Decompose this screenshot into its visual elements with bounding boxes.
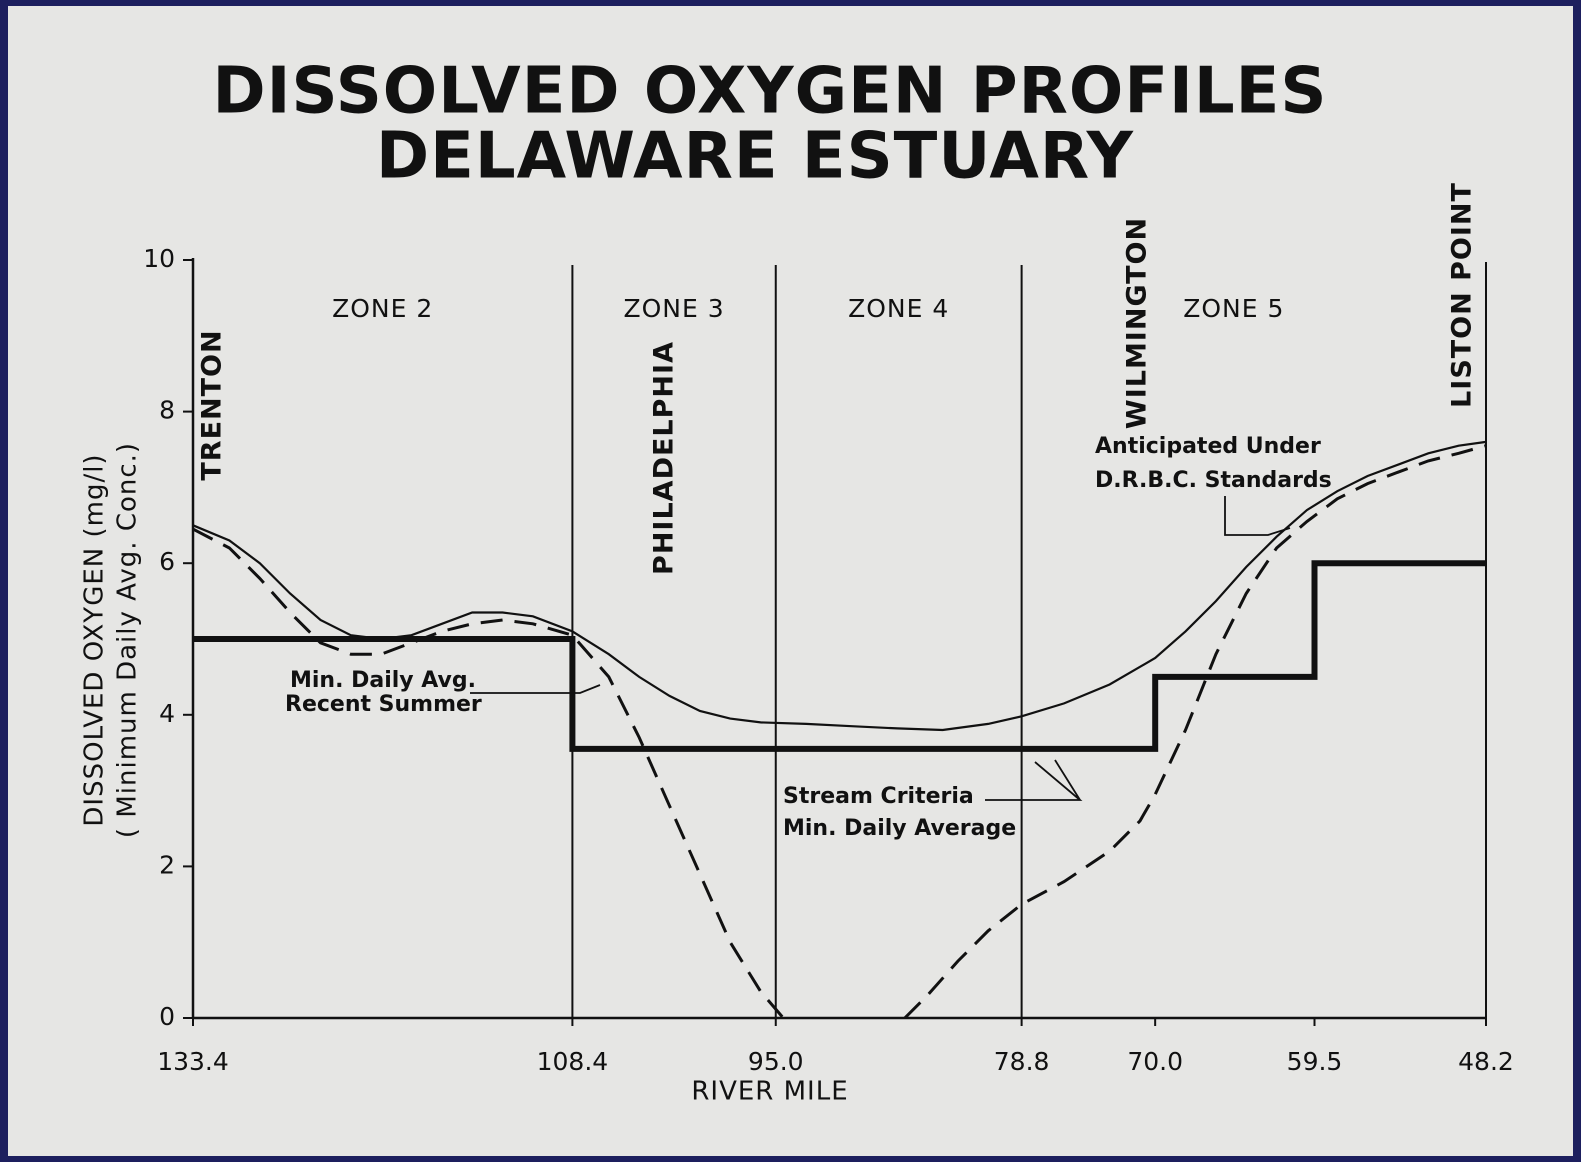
place-label: TRENTON	[197, 329, 228, 480]
chart-title: DELAWARE ESTUARY	[376, 120, 1134, 194]
y-tick-label: 0	[159, 1002, 175, 1031]
zone-label: ZONE 5	[1183, 294, 1284, 323]
legend-label: Min. Daily Average	[783, 816, 1016, 841]
place-label: WILMINGTON	[1122, 217, 1153, 429]
zone-label: ZONE 4	[848, 294, 949, 323]
legend-label: D.R.B.C. Standards	[1095, 468, 1332, 493]
legend-label: Min. Daily Avg.	[290, 668, 476, 693]
y-tick-label: 10	[143, 244, 175, 273]
legend-label: Anticipated Under	[1095, 434, 1321, 459]
y-tick-label: 6	[159, 547, 175, 576]
place-label: LISTON POINT	[1447, 182, 1478, 408]
x-tick-label: 48.2	[1458, 1047, 1514, 1076]
y-tick-label: 8	[159, 396, 175, 425]
x-tick-label: 133.4	[157, 1047, 229, 1076]
x-tick-label: 78.8	[994, 1047, 1050, 1076]
x-axis-label: RIVER MILE	[691, 1077, 848, 1107]
leader-line	[985, 759, 1083, 801]
y-axis-label: ( Minimum Daily Avg. Conc.)	[113, 442, 143, 838]
chart-title: DISSOLVED OXYGEN PROFILES	[213, 55, 1328, 129]
x-tick-label: 70.0	[1127, 1047, 1183, 1076]
series-line	[193, 560, 1486, 752]
x-tick-label: 108.4	[537, 1047, 609, 1076]
leader-line	[470, 684, 601, 694]
leader-line	[1224, 496, 1291, 536]
y-tick-label: 4	[159, 699, 175, 728]
legend-label: Stream Criteria	[783, 784, 974, 809]
place-label: PHILADELPHIA	[649, 341, 680, 575]
series-line	[192, 444, 1487, 1020]
legend-label: Recent Summer	[285, 692, 482, 717]
x-tick-label: 59.5	[1287, 1047, 1343, 1076]
x-tick-label: 95.0	[748, 1047, 804, 1076]
zone-label: ZONE 3	[624, 294, 725, 323]
y-axis-label: DISSOLVED OXYGEN (mg/l)	[80, 453, 110, 826]
zone-label: ZONE 2	[332, 294, 433, 323]
y-tick-label: 2	[159, 850, 175, 879]
